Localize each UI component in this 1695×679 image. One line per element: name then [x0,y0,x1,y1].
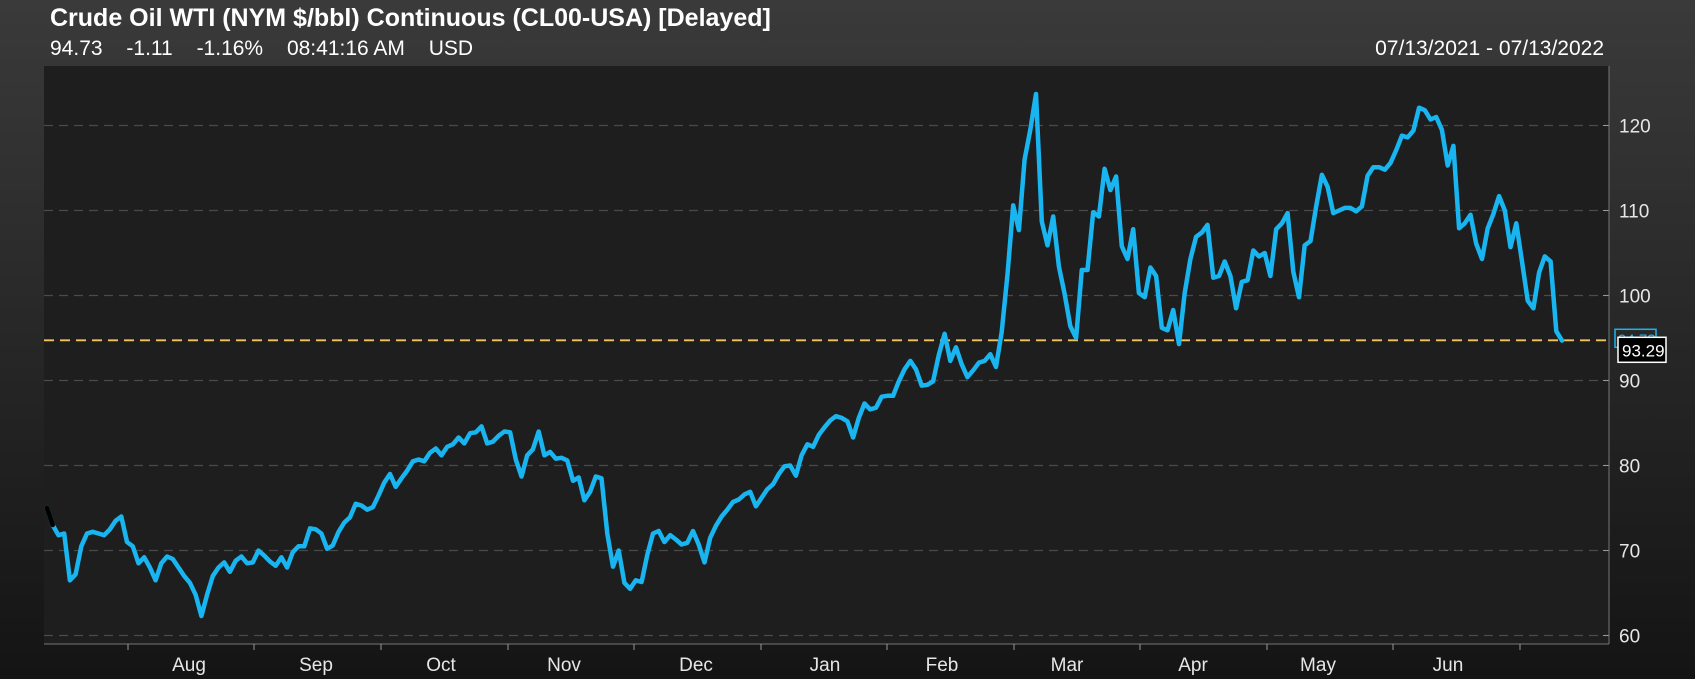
quote-time: 08:41:16 AM [286,37,405,60]
x-tick-label-nov: Nov [547,655,581,676]
reference-value-tag: 93.29 [1617,336,1667,364]
y-tick-label-100: 100 [1619,287,1651,308]
last-price: 94.73 [50,37,103,60]
x-tick-label-may: May [1300,655,1336,676]
x-axis: Aug Sep Oct Nov Dec Jan Feb Mar Apr May Jun [44,643,1609,676]
quote-bar: 94.73 -1.11 -1.16% 08:41:16 AM USD [50,37,491,61]
x-tick-label-aug: Aug [172,655,206,676]
price-change: -1.11 [126,37,173,60]
x-tick-label-dec: Dec [679,655,713,676]
date-range: 07/13/2021 - 07/13/2022 [1375,37,1604,60]
chart-title: Crude Oil WTI (NYM $/bbl) Continuous (CL… [50,4,771,32]
reference-value-box [1617,336,1667,364]
x-tick-label-apr: Apr [1178,655,1208,676]
x-tick-label-oct: Oct [426,655,456,676]
price-change-percent: -1.16% [196,37,264,60]
price-series [44,91,1565,619]
currency: USD [428,37,474,60]
start-segment [44,505,55,528]
y-tick-label-70: 70 [1619,542,1640,563]
y-tick-label-80: 80 [1619,457,1640,478]
y-tick-label-90: 90 [1619,372,1640,393]
price-line [44,91,1565,619]
x-tick-label-feb: Feb [926,655,959,676]
grid-lines [44,124,1609,637]
x-tick-label-jan: Jan [810,655,841,676]
y-axis: 60 70 80 90 100 110 120 [1603,66,1651,648]
y-tick-label-110: 110 [1619,202,1649,223]
x-tick-label-jun: Jun [1433,655,1464,676]
y-tick-label-60: 60 [1619,627,1640,648]
x-tick-label-sep: Sep [299,655,333,676]
y-tick-label-120: 120 [1619,117,1651,138]
reference-value-text: 93.29 [1622,341,1665,360]
x-tick-label-mar: Mar [1051,655,1084,676]
value-labels: 94.7393.29 [1614,328,1667,364]
